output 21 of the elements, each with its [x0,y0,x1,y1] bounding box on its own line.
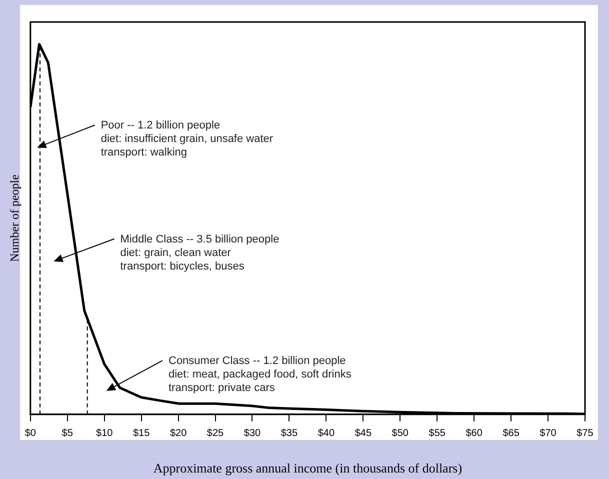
x-tick-label: $50 [392,428,409,440]
x-tick-label: $10 [96,428,114,440]
x-tick-label: $25 [206,428,224,440]
x-tick-label: $75 [576,428,594,440]
annotation: Middle Class -- 3.5 billion people diet: grain, clean water transport: bicycles, buses [120,233,280,272]
x-tick-label: $40 [318,428,335,440]
x-tick-label: $70 [540,428,557,440]
x-tick-label: $20 [170,428,188,440]
x-tick-label: $65 [502,428,520,440]
x-tick-label: $45 [354,428,372,440]
annotation: Consumer Class -- 1.2 billion people diet: meat, packaged food, soft drinks transport: private cars [168,355,352,394]
x-axis-title: Approximate gross annual income (in thousands of dollars) [153,460,462,476]
y-axis-title: Number of people [7,174,22,262]
x-tick-label: $60 [466,428,483,440]
x-tick-label: $55 [428,428,446,440]
annotation: Poor -- 1.2 billion people diet: insufficient grain, unsafe water transport: walking [100,120,274,159]
x-tick-label: $15 [132,428,150,440]
x-tick-label: $0 [24,428,36,440]
x-tick-label: $5 [62,428,74,440]
x-tick-label: $30 [244,428,262,440]
x-tick-label: $35 [280,428,298,440]
